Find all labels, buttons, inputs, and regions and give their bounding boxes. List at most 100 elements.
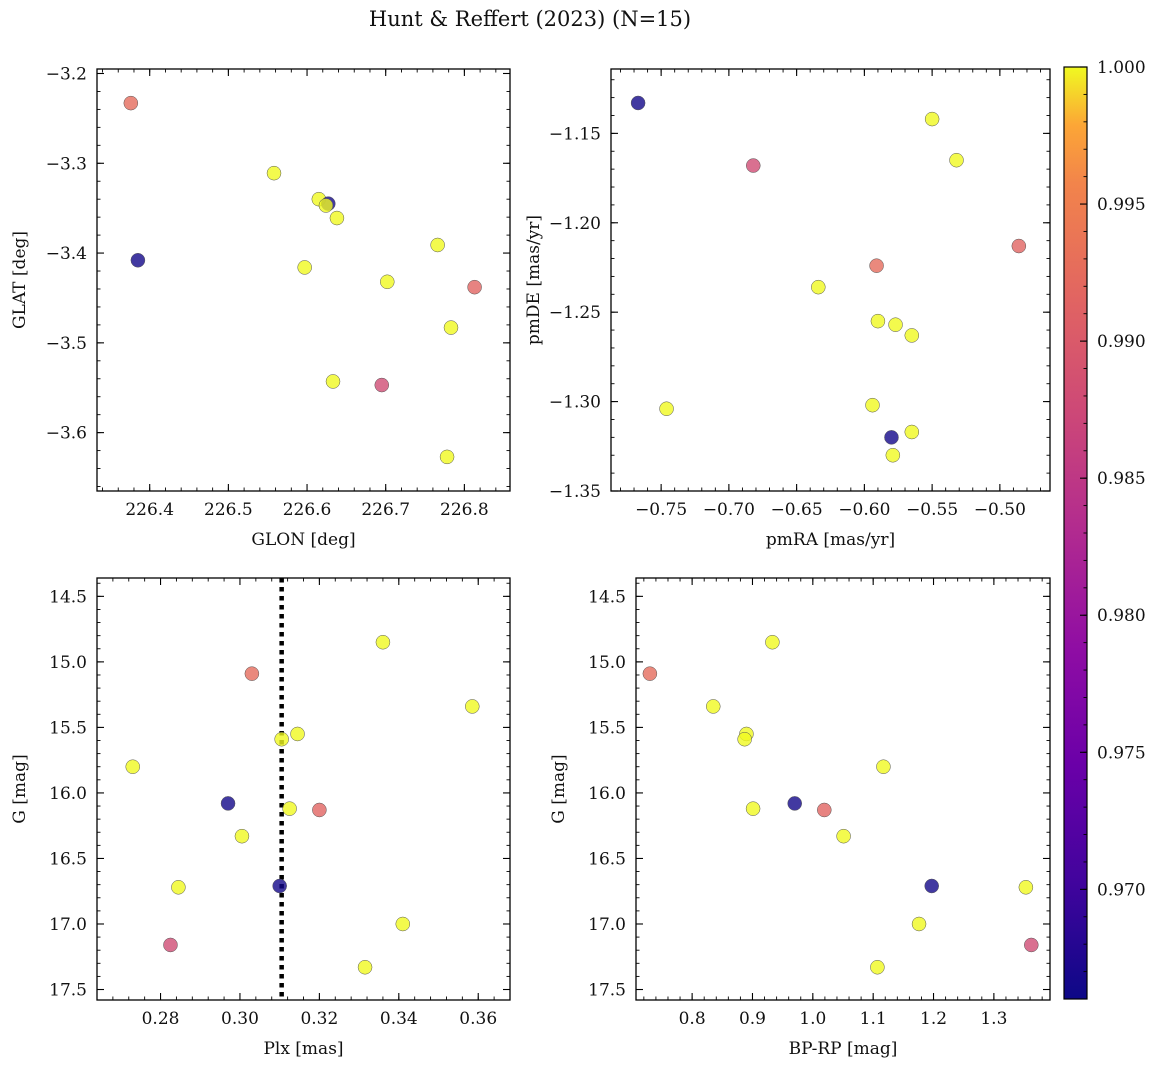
data-point xyxy=(904,424,920,440)
data-point xyxy=(746,158,761,173)
colorbar-tick-label: 0.985 xyxy=(1097,469,1146,489)
y-tick-label: 17.5 xyxy=(588,981,626,1001)
data-point xyxy=(430,237,445,253)
y-tick-label: −3.4 xyxy=(46,244,87,264)
y-tick-label: −1.35 xyxy=(549,482,601,502)
x-tick-label: 1.0 xyxy=(799,1009,826,1029)
data-point xyxy=(659,401,674,416)
scatter-panel-glon-glat: 226.4 226.5 226.6 226.7 226.8 −3.2 −3.3 −3.4 −3.… xyxy=(10,64,511,550)
data-point xyxy=(234,828,250,844)
data-point xyxy=(888,317,903,332)
data-point xyxy=(787,796,802,811)
x-tick-label: 0.30 xyxy=(221,1009,259,1029)
data-point xyxy=(811,279,826,295)
data-point xyxy=(395,916,411,932)
y-tick-label: −3.5 xyxy=(46,334,87,354)
x-tick-label: 0.8 xyxy=(679,1009,706,1029)
y-tick-label: −1.15 xyxy=(549,124,601,144)
data-point xyxy=(467,279,482,295)
data-point xyxy=(380,274,395,290)
scatter-panel-bprp-g: 0.8 0.9 1.0 1.1 1.2 1.3 14.5 15.0 15.5 16.0 16.5 17… xyxy=(549,577,1051,1059)
data-point xyxy=(125,759,140,774)
x-tick-label: 0.28 xyxy=(142,1009,180,1029)
data-point xyxy=(870,959,885,975)
colorbar-tick-label: 0.995 xyxy=(1097,195,1146,215)
y-tick-label: −1.20 xyxy=(549,214,601,234)
data-point xyxy=(924,111,940,127)
y-tick-label: 16.0 xyxy=(588,784,626,804)
data-point xyxy=(884,430,899,445)
x-tick-label: 226.5 xyxy=(204,500,253,520)
data-point xyxy=(297,260,312,275)
scatter-panel-pmra-pmde: −0.75 −0.70 −0.65 −0.60 −0.55 −0.50 −1.15 −1.20… xyxy=(524,68,1051,550)
axes-frame xyxy=(610,68,1051,492)
y-tick-label: −3.2 xyxy=(46,64,87,84)
data-point xyxy=(130,252,146,268)
data-point xyxy=(465,699,480,714)
y-axis-label: G [mag] xyxy=(549,754,569,823)
x-tick-label: 1.2 xyxy=(920,1009,947,1029)
y-tick-label: −1.30 xyxy=(549,393,601,413)
data-point xyxy=(876,759,891,774)
data-point xyxy=(1024,937,1039,953)
data-point xyxy=(282,801,297,816)
data-point xyxy=(904,328,920,343)
x-tick-label: −0.65 xyxy=(771,500,823,520)
data-point xyxy=(244,666,260,681)
colorbar-tick-label: 0.980 xyxy=(1097,606,1146,626)
data-point xyxy=(765,634,780,650)
y-tick-label: 17.0 xyxy=(49,915,87,935)
data-point xyxy=(357,959,373,975)
data-point xyxy=(163,937,178,953)
axes-frame xyxy=(635,577,1051,1001)
x-tick-label: 226.4 xyxy=(125,500,174,520)
data-point xyxy=(817,802,832,818)
y-axis-label: GLAT [deg] xyxy=(10,231,30,329)
data-point xyxy=(290,726,305,742)
data-point xyxy=(318,198,334,213)
y-axis-label: pmDE [mas/yr] xyxy=(524,215,544,345)
y-tick-label: 15.0 xyxy=(588,653,626,673)
x-tick-label: 226.7 xyxy=(361,500,410,520)
data-point xyxy=(443,320,459,335)
y-tick-label: 14.5 xyxy=(49,587,87,607)
x-tick-label: 226.6 xyxy=(283,500,332,520)
axes-frame xyxy=(96,68,511,492)
data-point xyxy=(439,449,455,465)
data-point xyxy=(885,447,901,463)
data-point xyxy=(312,802,327,818)
colorbar-tick-label: 1.000 xyxy=(1097,58,1146,78)
y-tick-label: 16.5 xyxy=(588,849,626,869)
y-axis-label: G [mag] xyxy=(10,754,30,823)
data-point xyxy=(630,95,646,111)
colorbar-tick-label: 0.975 xyxy=(1097,743,1146,763)
data-point xyxy=(870,313,886,329)
x-tick-label: 0.36 xyxy=(459,1009,497,1029)
data-point xyxy=(329,210,345,226)
x-tick-label: 226.8 xyxy=(440,500,489,520)
data-point xyxy=(374,377,390,393)
data-point xyxy=(266,165,282,181)
axes-frame xyxy=(96,577,511,1001)
data-point xyxy=(865,397,880,413)
x-tick-label: 0.34 xyxy=(380,1009,418,1029)
y-tick-label: 15.5 xyxy=(588,718,626,738)
data-point xyxy=(1011,238,1027,254)
colorbar-tick-label: 0.990 xyxy=(1097,332,1146,352)
data-point xyxy=(171,880,186,895)
y-tick-label: 15.0 xyxy=(49,653,87,673)
y-tick-label: 14.5 xyxy=(588,587,626,607)
data-point xyxy=(123,95,139,111)
x-axis-label: BP-RP [mag] xyxy=(789,1039,898,1059)
data-point xyxy=(869,258,884,273)
x-axis-label: Plx [mas] xyxy=(263,1039,343,1059)
x-axis-label: pmRA [mas/yr] xyxy=(766,530,895,550)
x-axis-label: GLON [deg] xyxy=(251,530,355,550)
y-tick-label: 16.0 xyxy=(49,784,87,804)
colorbar: 0.970 0.975 0.980 0.985 0.990 0.995 1.000 xyxy=(1063,58,1146,1000)
y-tick-label: −3.3 xyxy=(46,154,87,174)
y-tick-label: 17.0 xyxy=(588,915,626,935)
x-tick-label: −0.60 xyxy=(838,500,890,520)
data-point xyxy=(272,878,287,894)
